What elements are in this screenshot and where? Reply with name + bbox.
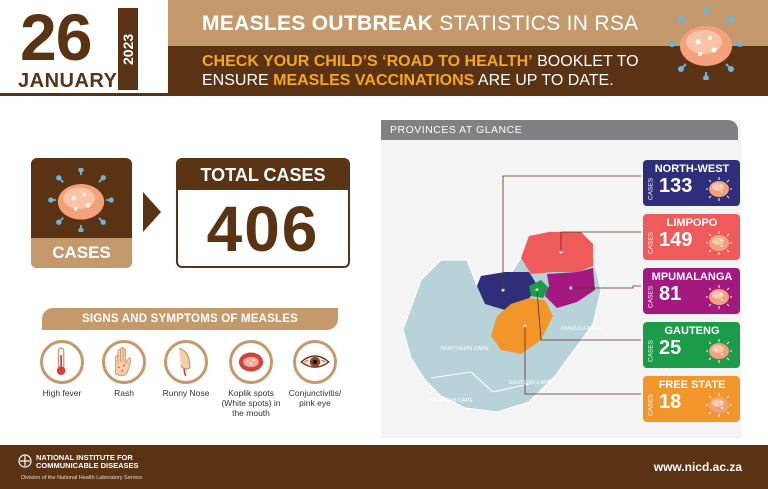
symptom-item: Runny Nose xyxy=(151,340,221,398)
title-bold: MEASLES OUTBREAK xyxy=(202,12,434,35)
header-title-bar: MEASLES OUTBREAK STATISTICS IN RSA xyxy=(168,0,768,46)
footer-org-line1: NATIONAL INSTITUTE FOR xyxy=(36,453,133,462)
runny-nose-icon xyxy=(164,340,208,384)
total-cases-value: 406 xyxy=(206,193,320,265)
symptom-label: Koplik spots (White spots) in the mouth xyxy=(221,388,281,418)
virus-icon xyxy=(706,339,732,363)
total-cases-label: TOTAL CASES xyxy=(178,160,348,190)
south-africa-map: NORTHERN CAPE WESTERN CAPE EASTERN CAPE … xyxy=(402,175,641,413)
province-cases-word: CASES xyxy=(647,339,655,363)
cases-card: CASES xyxy=(31,158,132,268)
province-cases-word: CASES xyxy=(647,231,655,255)
virus-icon xyxy=(670,8,742,80)
province-card: LIMPOPO CASES 149 xyxy=(643,214,740,260)
header-title: MEASLES OUTBREAK STATISTICS IN RSA xyxy=(202,12,638,36)
year-bar xyxy=(118,8,138,90)
symptoms-heading: SIGNS AND SYMPTOMS OF MEASLES xyxy=(42,308,338,330)
province-name: GAUTENG xyxy=(664,325,720,337)
symptom-item: Koplik spots (White spots) in the mouth xyxy=(216,340,286,418)
province-value: 149 xyxy=(659,229,693,251)
header-subtitle: CHECK YOUR CHILD’S ‘ROAD TO HEALTH’ BOOK… xyxy=(202,52,639,90)
province-card: NORTH-WEST CASES 133 xyxy=(643,160,740,206)
virus-icon xyxy=(706,393,732,417)
map-label-eastern-cape: EASTERN CAPE xyxy=(509,380,552,386)
sub-line2-start: ENSURE xyxy=(202,72,274,89)
province-name: NORTH-WEST xyxy=(654,163,730,175)
province-value: 133 xyxy=(659,175,693,197)
symptom-label: High fever xyxy=(42,388,82,398)
footer-org: NATIONAL INSTITUTE FOR COMMUNICABLE DISEA… xyxy=(36,454,139,470)
symptom-item: Rash xyxy=(89,340,159,398)
header-underline xyxy=(0,93,168,96)
map-label-northern-cape: NORTHERN CAPE xyxy=(441,346,489,352)
total-cases-card: TOTAL CASES 406 xyxy=(176,158,350,268)
province-name: FREE STATE xyxy=(658,379,726,391)
map-limpopo xyxy=(521,232,593,274)
nicd-logo-icon xyxy=(18,454,32,468)
symptom-item: Conjunctivitis/ pink eye xyxy=(280,340,350,408)
map-label-western-cape: WESTERN CAPE xyxy=(429,398,473,404)
province-cases-word: CASES xyxy=(647,393,655,417)
symptom-label: Conjunctivitis/ pink eye xyxy=(288,388,342,408)
sub-line2-rest: ARE UP TO DATE. xyxy=(474,72,614,89)
map-gauteng xyxy=(529,280,549,298)
mouth-spots-icon xyxy=(229,340,273,384)
date-month: JANUARY xyxy=(18,70,118,92)
header-subtitle-bar: CHECK YOUR CHILD’S ‘ROAD TO HEALTH’ BOOK… xyxy=(168,46,768,96)
map-free-state xyxy=(491,298,553,354)
sub-line1-bold: CHECK YOUR CHILD’S ‘ROAD TO HEALTH’ xyxy=(202,53,533,70)
province-card: FREE STATE CASES 18 xyxy=(643,376,740,422)
footer-org-line2: COMMUNICABLE DISEASES xyxy=(36,461,139,470)
province-cases-word: CASES xyxy=(647,177,655,201)
province-card: GAUTENG CASES 25 xyxy=(643,322,740,368)
sub-line1-rest: BOOKLET TO xyxy=(532,53,639,70)
footer-division: Division of the National Health Laborato… xyxy=(21,475,143,481)
symptom-label: Rash xyxy=(114,388,134,398)
date-day: 26 xyxy=(20,0,92,74)
footer-url[interactable]: www.nicd.ac.za xyxy=(653,460,742,474)
title-rest: STATISTICS IN RSA xyxy=(433,12,639,35)
sub-line2-bold: MEASLES VACCINATIONS xyxy=(273,72,475,89)
arrow-right-icon xyxy=(143,192,161,232)
date-year: 2023 xyxy=(120,33,136,65)
map-label-kzn: KWAZULU-NATAL xyxy=(561,326,603,332)
footer: NATIONAL INSTITUTE FOR COMMUNICABLE DISEA… xyxy=(0,445,768,489)
thermometer-icon xyxy=(40,340,84,384)
province-name: LIMPOPO xyxy=(666,217,718,229)
symptom-label: Runny Nose xyxy=(162,388,210,398)
rash-hand-icon xyxy=(102,340,146,384)
province-name: MPUMALANGA xyxy=(651,271,733,283)
provinces-heading: PROVINCES AT GLANCE xyxy=(381,120,738,140)
province-value: 18 xyxy=(659,391,682,413)
virus-icon xyxy=(706,177,732,201)
cases-label: CASES xyxy=(31,238,132,268)
pink-eye-icon xyxy=(293,340,337,384)
virus-icon xyxy=(706,231,732,255)
province-value: 81 xyxy=(659,283,682,305)
province-value: 25 xyxy=(659,337,682,359)
virus-icon xyxy=(48,168,114,232)
symptom-item: High fever xyxy=(27,340,97,398)
virus-icon xyxy=(706,285,732,309)
province-cases-word: CASES xyxy=(647,285,655,309)
date-block: 26 JANUARY 2023 xyxy=(0,0,168,96)
province-card: MPUMALANGA CASES 81 xyxy=(643,268,740,314)
